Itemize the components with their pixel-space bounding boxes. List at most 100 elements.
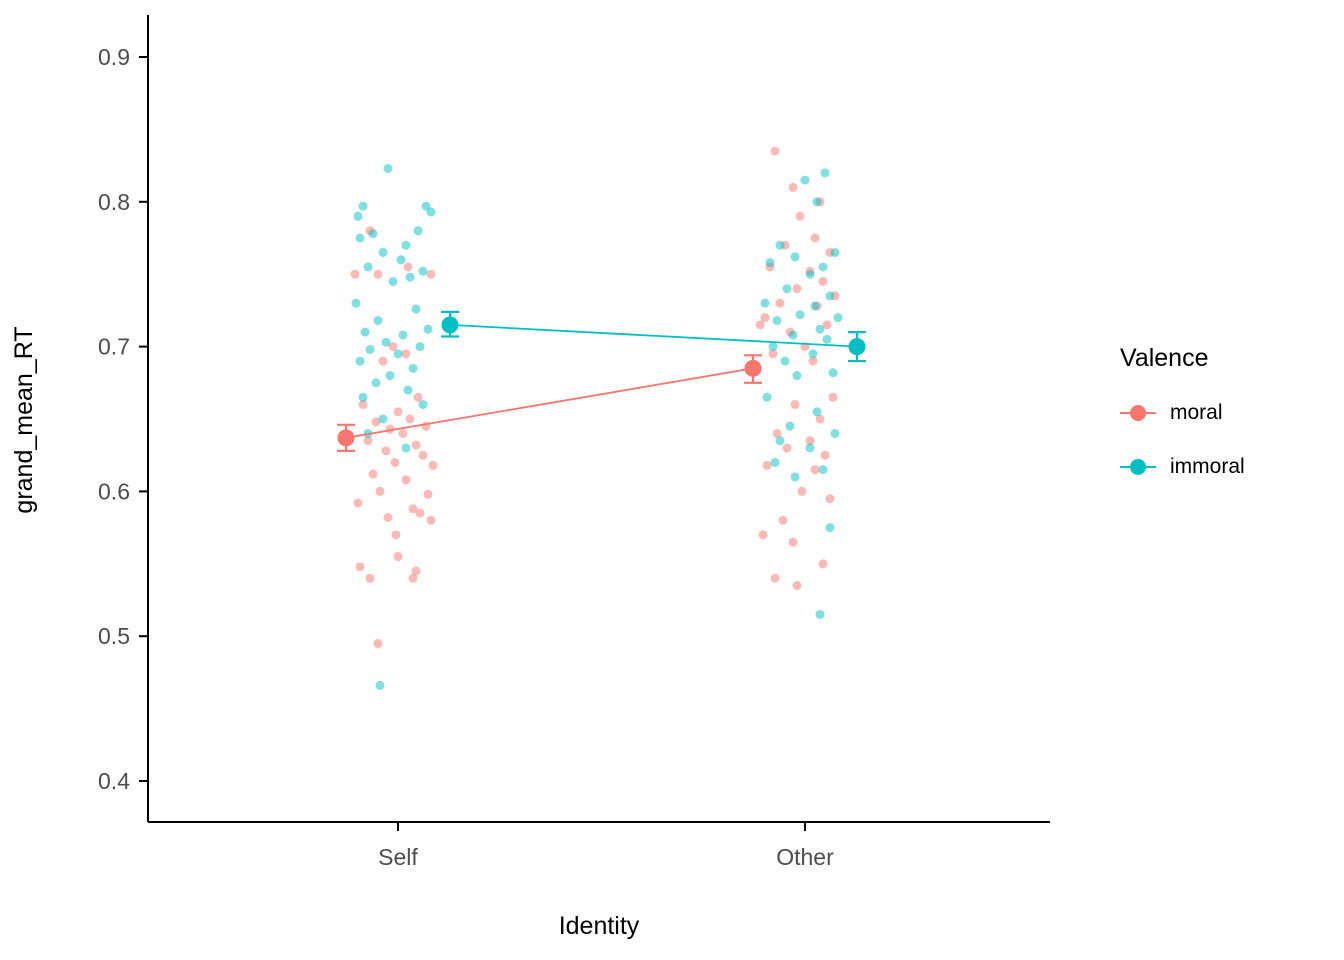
jitter-point (363, 262, 373, 272)
jitter-point (368, 469, 378, 479)
y-tick-label: 0.5 (98, 623, 130, 649)
moral-dot-icon (1130, 405, 1146, 421)
jitter-point (418, 450, 428, 460)
legend-item-moral: moral (1120, 399, 1340, 427)
mean-point (337, 429, 355, 447)
jitter-point (825, 523, 835, 533)
jitter-point (403, 262, 413, 272)
jitter-point (418, 400, 428, 410)
jitter-point (810, 465, 820, 475)
jitter-point (396, 255, 406, 265)
jitter-point (373, 316, 383, 326)
jitter-point (825, 494, 835, 504)
jitter-point (820, 450, 830, 460)
jitter-point (355, 233, 365, 243)
jitter-point (815, 324, 825, 334)
jitter-point (398, 330, 408, 340)
jitter-point (815, 609, 825, 619)
jitter-point (401, 240, 411, 250)
jitter-point (818, 559, 828, 569)
jitter-point (762, 460, 772, 470)
jitter-point (371, 378, 381, 388)
mean-point (848, 338, 866, 356)
jitter-point (393, 407, 403, 417)
jitter-point (398, 428, 408, 438)
legend-label-immoral: immoral (1170, 455, 1245, 478)
jitter-point (378, 247, 388, 257)
x-axis-title: Identity (558, 912, 640, 940)
jitter-point (401, 443, 411, 453)
jitter-point (762, 392, 772, 402)
y-tick-label: 0.9 (98, 44, 130, 70)
jitter-point (375, 486, 385, 496)
jitter-point (426, 515, 436, 525)
jitter-point (355, 562, 365, 572)
jitter-point (790, 400, 800, 410)
jitter-point (818, 262, 828, 272)
jitter-point (371, 417, 381, 427)
jitter-point (772, 428, 782, 438)
x-tick-label: Self (378, 844, 418, 870)
jitter-point (375, 680, 385, 690)
jitter-point (365, 573, 375, 583)
jitter-point (785, 421, 795, 431)
jitter-point (810, 233, 820, 243)
jitter-point (770, 573, 780, 583)
jitter-point (790, 472, 800, 482)
jitter-point (822, 334, 832, 344)
jitter-point (360, 327, 370, 337)
jitter-point (350, 269, 360, 279)
jitter-point (775, 240, 785, 250)
jitter-point (388, 276, 398, 286)
jitter-point (368, 229, 378, 239)
jitter-point (418, 266, 428, 276)
jitter-point (828, 392, 838, 402)
jitter-point (830, 247, 840, 257)
jitter-point (385, 371, 395, 381)
jitter-point (426, 269, 436, 279)
jitter-point (378, 356, 388, 366)
jitter-point (788, 330, 798, 340)
jitter-point (423, 324, 433, 334)
jitter-point (775, 436, 785, 446)
jitter-point (768, 342, 778, 352)
jitter-point (782, 284, 792, 294)
jitter-point (351, 298, 361, 308)
jitter-point (393, 552, 403, 562)
legend-title: Valence (1120, 344, 1209, 372)
jitter-point (818, 465, 828, 475)
jitter-point (830, 428, 840, 438)
x-tick-label: Other (776, 844, 834, 870)
jitter-point (401, 475, 411, 485)
jitter-point (790, 252, 800, 262)
jitter-point (358, 201, 368, 211)
jitter-point (792, 284, 802, 294)
jitter-point (373, 269, 383, 279)
jitter-point (792, 371, 802, 381)
jitter-point (780, 356, 790, 366)
jitter-point (383, 512, 393, 522)
jitter-point (822, 320, 832, 330)
mean-point (441, 316, 459, 334)
jitter-point (393, 349, 403, 359)
jitter-point (423, 489, 433, 499)
jitter-point (381, 337, 391, 347)
jitter-point (812, 407, 822, 417)
jitter-point (415, 342, 425, 352)
jitter-point (426, 207, 436, 217)
jitter-point (355, 356, 365, 366)
jitter-point (415, 508, 425, 518)
jitter-point (403, 385, 413, 395)
jitter-point (760, 313, 770, 323)
jitter-point (408, 363, 418, 373)
jitter-point (765, 258, 775, 268)
mean-line (449, 323, 858, 348)
jitter-point (390, 457, 400, 467)
jitter-point (775, 298, 785, 308)
jitter-point (797, 486, 807, 496)
jitter-point (805, 443, 815, 453)
jitter-point (805, 436, 815, 446)
jitter-point (788, 537, 798, 547)
